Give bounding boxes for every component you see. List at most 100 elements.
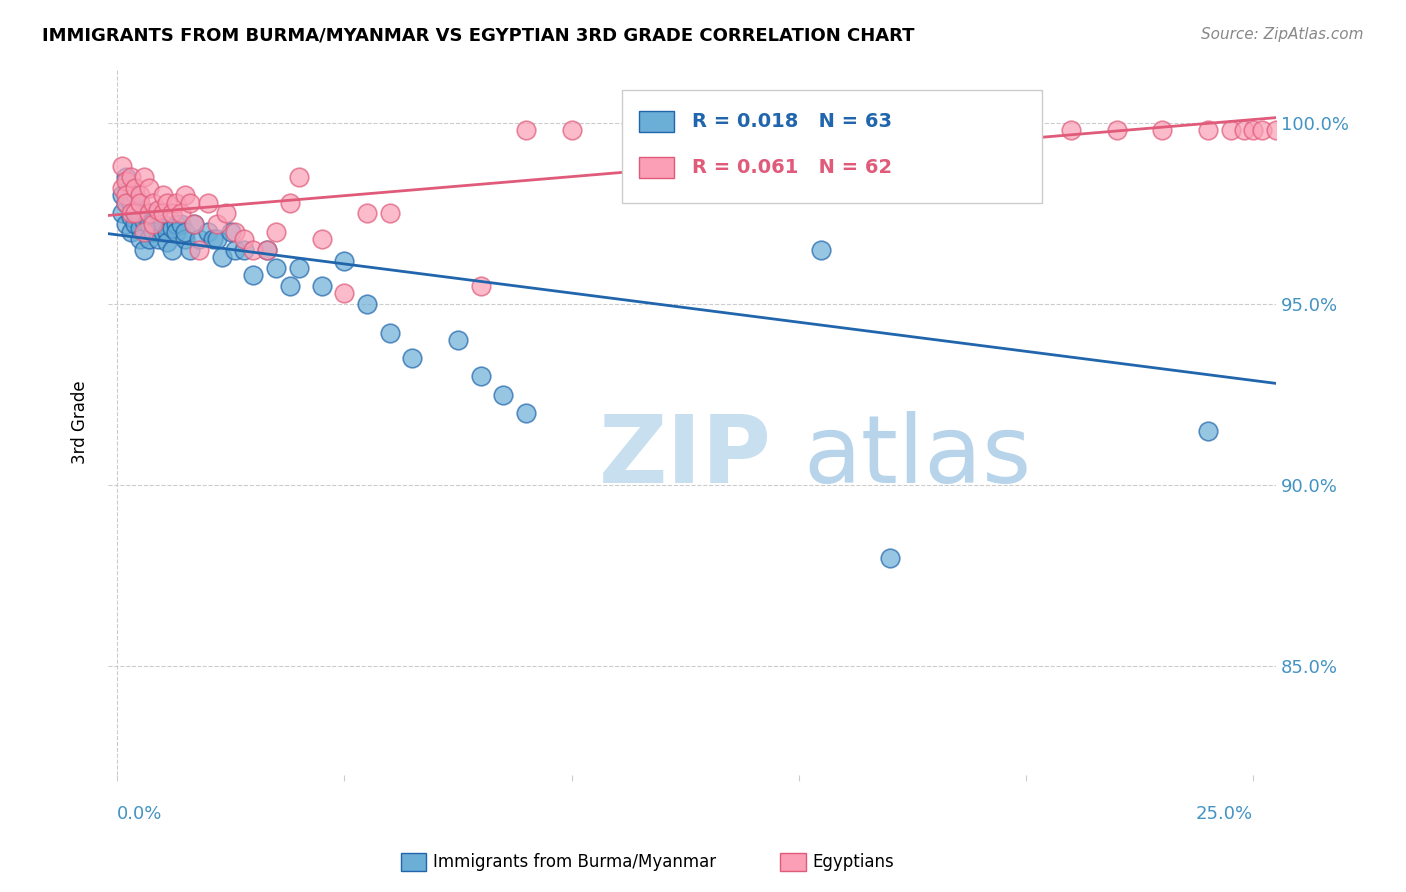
Point bbox=[311, 278, 333, 293]
Point bbox=[115, 195, 138, 210]
Point bbox=[120, 210, 142, 224]
Text: 0.0%: 0.0% bbox=[117, 805, 163, 823]
Point bbox=[356, 206, 378, 220]
Point bbox=[124, 217, 146, 231]
Point bbox=[179, 195, 201, 210]
FancyBboxPatch shape bbox=[640, 157, 675, 178]
Point bbox=[470, 278, 492, 293]
Point bbox=[134, 170, 156, 185]
Point bbox=[115, 217, 138, 231]
Point bbox=[115, 174, 138, 188]
Text: 25.0%: 25.0% bbox=[1197, 805, 1253, 823]
Point bbox=[879, 123, 901, 137]
Point bbox=[224, 243, 246, 257]
Point bbox=[288, 170, 311, 185]
Point bbox=[219, 225, 242, 239]
Point bbox=[651, 123, 673, 137]
Point bbox=[810, 243, 832, 257]
Point bbox=[1197, 123, 1219, 137]
Y-axis label: 3rd Grade: 3rd Grade bbox=[72, 380, 89, 464]
Point bbox=[787, 123, 810, 137]
Point bbox=[696, 170, 718, 185]
Point bbox=[401, 351, 423, 366]
Point bbox=[333, 286, 356, 301]
Point bbox=[111, 188, 134, 202]
Point bbox=[215, 206, 238, 220]
Point bbox=[170, 217, 193, 231]
FancyBboxPatch shape bbox=[621, 90, 1042, 202]
Point bbox=[128, 232, 150, 246]
Point bbox=[1105, 123, 1128, 137]
Point bbox=[142, 195, 165, 210]
Point bbox=[160, 221, 183, 235]
Point bbox=[211, 250, 233, 264]
Point bbox=[256, 243, 278, 257]
Point bbox=[156, 195, 179, 210]
Point bbox=[278, 195, 301, 210]
Point bbox=[205, 232, 228, 246]
Point bbox=[146, 232, 169, 246]
Point bbox=[134, 213, 156, 227]
Point bbox=[120, 195, 142, 210]
Point bbox=[138, 181, 160, 195]
Point bbox=[201, 232, 224, 246]
Point bbox=[134, 225, 156, 239]
Point bbox=[356, 297, 378, 311]
Point bbox=[447, 333, 470, 347]
Point bbox=[288, 260, 311, 275]
Point bbox=[146, 202, 169, 217]
Point bbox=[233, 243, 256, 257]
FancyBboxPatch shape bbox=[640, 111, 675, 132]
Point bbox=[160, 243, 183, 257]
Point bbox=[120, 170, 142, 185]
Point bbox=[156, 235, 179, 250]
Point bbox=[924, 123, 946, 137]
Point bbox=[311, 232, 333, 246]
Point bbox=[128, 221, 150, 235]
Point bbox=[152, 206, 174, 220]
Point bbox=[1241, 123, 1264, 137]
Point bbox=[152, 217, 174, 231]
Point bbox=[111, 206, 134, 220]
Point bbox=[242, 268, 264, 282]
Point bbox=[205, 217, 228, 231]
Point bbox=[969, 123, 991, 137]
Point bbox=[1152, 123, 1174, 137]
Point bbox=[115, 170, 138, 185]
Point bbox=[142, 217, 165, 231]
Text: ZIP: ZIP bbox=[599, 411, 772, 503]
Point bbox=[187, 243, 209, 257]
Point bbox=[160, 206, 183, 220]
Point bbox=[124, 181, 146, 195]
Point bbox=[128, 195, 150, 210]
Point bbox=[242, 243, 264, 257]
Text: Immigrants from Burma/Myanmar: Immigrants from Burma/Myanmar bbox=[433, 853, 716, 871]
Point bbox=[183, 217, 205, 231]
Text: atlas: atlas bbox=[803, 411, 1031, 503]
Point bbox=[1197, 424, 1219, 438]
Point bbox=[197, 195, 219, 210]
Point bbox=[1233, 123, 1256, 137]
Point bbox=[1251, 123, 1274, 137]
Text: Source: ZipAtlas.com: Source: ZipAtlas.com bbox=[1201, 27, 1364, 42]
Text: R = 0.061   N = 62: R = 0.061 N = 62 bbox=[692, 158, 891, 177]
Point bbox=[165, 217, 187, 231]
Point bbox=[142, 213, 165, 227]
Point bbox=[224, 225, 246, 239]
Point bbox=[124, 202, 146, 217]
Point bbox=[1265, 123, 1288, 137]
Point bbox=[115, 188, 138, 202]
Point bbox=[333, 253, 356, 268]
Point bbox=[152, 188, 174, 202]
Point bbox=[142, 225, 165, 239]
Point bbox=[111, 159, 134, 173]
Point bbox=[124, 188, 146, 202]
Point bbox=[183, 217, 205, 231]
Point bbox=[174, 232, 197, 246]
Point bbox=[264, 260, 287, 275]
Point bbox=[138, 232, 160, 246]
Point bbox=[179, 243, 201, 257]
Point bbox=[378, 326, 401, 340]
Text: Egyptians: Egyptians bbox=[813, 853, 894, 871]
Point bbox=[134, 243, 156, 257]
